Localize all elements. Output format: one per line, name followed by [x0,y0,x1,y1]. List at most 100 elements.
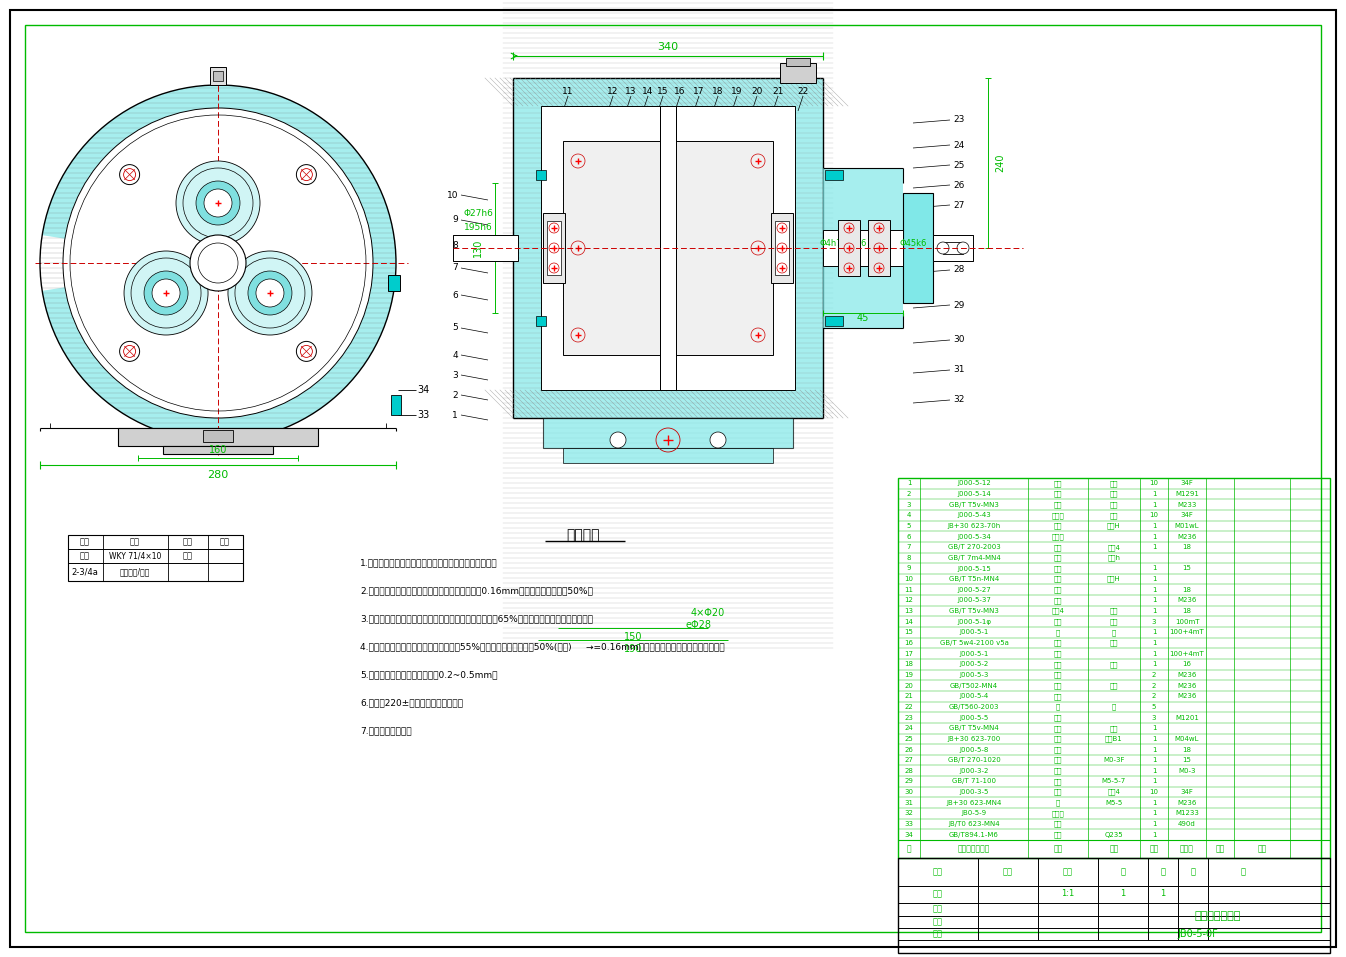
Text: 标准编号或图号: 标准编号或图号 [958,844,991,854]
Text: 5.组装后用手转动输入轴应灵活0.2~0.5mm。: 5.组装后用手转动输入轴应灵活0.2~0.5mm。 [359,671,498,679]
Text: 9: 9 [452,215,458,225]
Text: 轴材4: 轴材4 [1108,544,1120,550]
Text: 审核: 审核 [933,904,944,914]
Text: 1: 1 [1152,545,1156,550]
Text: GB/T 5w4-2100 v5a: GB/T 5w4-2100 v5a [940,640,1008,646]
Text: 套筒: 套筒 [1054,672,1062,679]
Bar [786,58,810,66]
Circle shape [709,432,725,448]
Bar [825,170,843,180]
Text: 15: 15 [657,86,669,96]
Text: M233: M233 [1178,501,1197,507]
Text: M1291: M1291 [1175,491,1199,497]
Text: 24: 24 [905,725,914,731]
Text: 轴承: 轴承 [1054,736,1062,743]
Text: 18: 18 [712,86,724,96]
Text: 3: 3 [1152,715,1156,721]
Circle shape [256,279,284,307]
Text: GB/T 71-100: GB/T 71-100 [952,778,996,785]
Text: 技术要求: 技术要求 [567,528,600,542]
Text: 29: 29 [905,778,914,785]
Text: 18: 18 [1183,545,1191,550]
Text: 钢: 钢 [1112,703,1116,710]
Bar [213,71,223,81]
Bar [771,213,793,283]
Text: 195h6: 195h6 [463,224,493,233]
Text: 12: 12 [905,597,914,604]
Text: 100+4mT: 100+4mT [1170,651,1205,657]
Text: GB/T T5v-MN3: GB/T T5v-MN3 [949,608,999,614]
Bar [513,78,822,418]
Circle shape [227,251,312,335]
Text: 130: 130 [472,239,483,257]
Text: 3: 3 [907,501,911,507]
Text: 轴材: 轴材 [1109,512,1119,519]
Text: J000-3-5: J000-3-5 [960,790,989,795]
Text: 2: 2 [1152,672,1156,678]
Text: JB0-5-0F: JB0-5-0F [1178,929,1218,939]
Text: 1: 1 [1152,587,1156,592]
Text: 说明: 说明 [183,551,192,561]
Circle shape [197,181,240,225]
Text: 31: 31 [905,800,914,806]
Text: 批准: 批准 [933,929,944,939]
Circle shape [205,189,232,217]
Text: 24: 24 [953,141,964,149]
Text: 3: 3 [1152,619,1156,625]
Bar [541,106,795,390]
Circle shape [248,271,292,315]
Text: 2-3/4a: 2-3/4a [71,568,98,576]
Text: 输出轴: 输出轴 [1051,533,1065,540]
Text: 轴材h: 轴材h [1108,554,1120,561]
Text: 轴承: 轴承 [1054,618,1062,625]
Text: 25: 25 [953,161,964,169]
Text: M0-3F: M0-3F [1104,757,1125,763]
Text: 1: 1 [1152,757,1156,763]
Bar [163,446,273,454]
Text: 箱体: 箱体 [1054,480,1062,486]
Text: 轴承4: 轴承4 [1051,608,1065,614]
Text: 5: 5 [1152,704,1156,710]
Circle shape [296,165,316,185]
Text: M04wL: M04wL [1175,736,1199,742]
Bar [390,395,401,415]
Text: 轴材: 轴材 [1109,618,1119,625]
Text: 垫圈: 垫圈 [1054,693,1062,700]
Text: J000-5-1φ: J000-5-1φ [957,619,991,625]
Text: 工件步进输送机: 工件步进输送机 [1195,911,1241,921]
Text: 铸铁: 铸铁 [1109,480,1119,486]
Text: 34F: 34F [1180,512,1194,519]
Bar [563,141,773,355]
Text: J000-5-2: J000-5-2 [960,661,988,667]
Text: 12: 12 [607,86,619,96]
Text: M0-3: M0-3 [1178,768,1195,774]
Text: 轴材H: 轴材H [1108,576,1121,583]
Text: 1: 1 [1152,608,1156,614]
Text: 1: 1 [1152,640,1156,646]
Text: 轴承: 轴承 [1054,544,1062,550]
Text: 19: 19 [905,672,914,678]
Text: 13: 13 [626,86,637,96]
Bar [822,230,903,266]
Text: 轴承: 轴承 [1054,682,1062,689]
Text: M5-5: M5-5 [1105,800,1123,806]
Text: 螺纹规格/材料: 螺纹规格/材料 [120,568,151,576]
Circle shape [124,251,209,335]
Text: J000-5-1: J000-5-1 [960,651,989,657]
Text: 1: 1 [1152,630,1156,635]
Bar [944,242,962,254]
Text: 2: 2 [452,390,458,399]
Text: 27: 27 [953,201,964,210]
Text: 6: 6 [907,534,911,540]
Text: 轴承: 轴承 [1054,757,1062,764]
Text: 螺母: 螺母 [1054,597,1062,604]
Circle shape [120,165,140,185]
Text: 垫片: 垫片 [1054,768,1062,774]
Bar [898,858,1330,953]
Circle shape [176,161,260,245]
Text: 34: 34 [417,385,429,395]
Text: 20: 20 [905,682,914,689]
Text: 1: 1 [1120,889,1125,899]
Text: GB/T502-MN4: GB/T502-MN4 [950,682,999,689]
Bar [775,221,789,275]
